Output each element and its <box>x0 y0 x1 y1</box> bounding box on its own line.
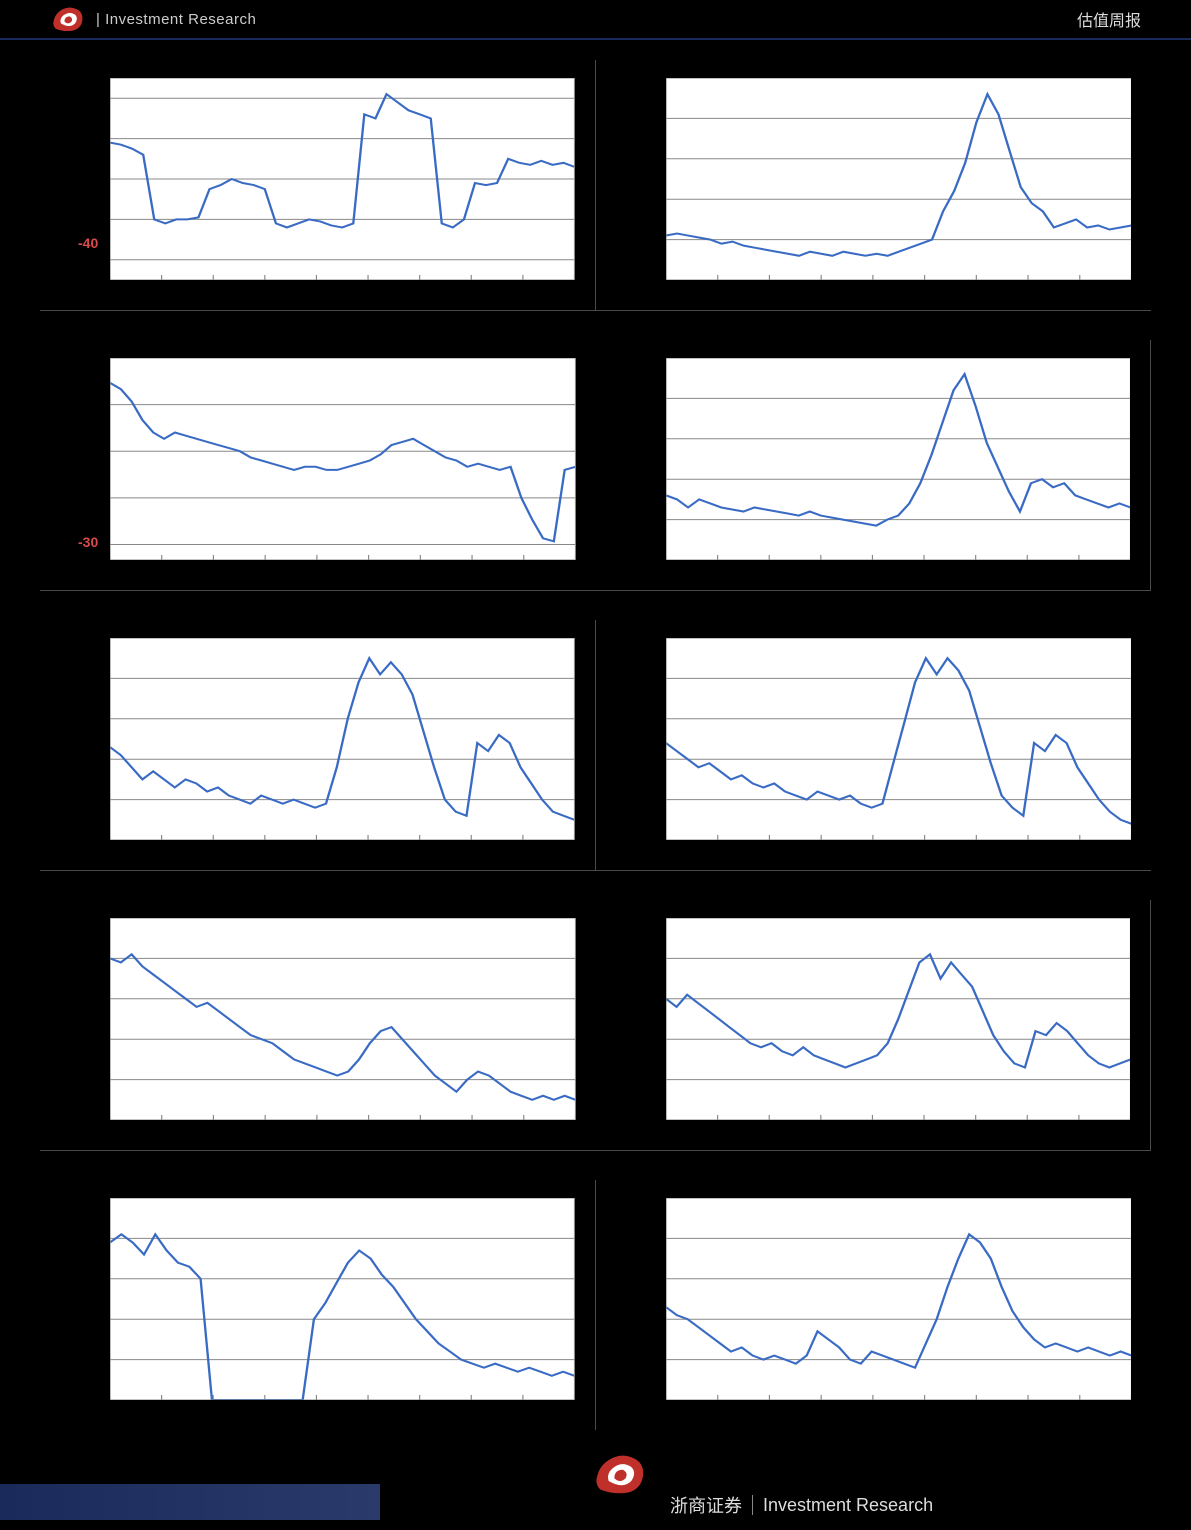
line-chart <box>666 78 1132 280</box>
chart-cell <box>40 620 596 870</box>
chart-box <box>666 78 1132 280</box>
chart-box <box>110 78 575 280</box>
line-chart <box>666 358 1131 560</box>
brand-logo-icon <box>50 4 86 34</box>
chart-grid: -40 -30 <box>0 40 1191 1450</box>
chart-box <box>110 1198 575 1400</box>
row-separator <box>40 1150 1151 1180</box>
line-chart <box>666 918 1131 1120</box>
y-axis-neg-label: -30 <box>78 534 98 550</box>
chart-box <box>666 358 1131 560</box>
chart-box <box>666 918 1131 1120</box>
chart-cell <box>596 60 1152 310</box>
line-chart <box>110 78 575 280</box>
chart-cell <box>596 1180 1152 1430</box>
line-chart <box>110 638 575 840</box>
line-chart <box>110 358 576 560</box>
chart-cell <box>596 620 1152 870</box>
chart-box <box>110 918 576 1120</box>
header-title: | Investment Research <box>96 11 256 28</box>
chart-cell: -30 <box>40 340 596 590</box>
line-chart <box>110 1198 575 1400</box>
footer-logo-icon <box>590 1450 650 1498</box>
footer-bar-accent <box>0 1484 380 1520</box>
chart-cell <box>40 900 596 1150</box>
page-footer: 浙商证券 Investment Research <box>0 1450 1191 1530</box>
chart-cell <box>596 340 1152 590</box>
line-chart <box>666 638 1132 840</box>
chart-cell <box>596 900 1152 1150</box>
chart-cell <box>40 1180 596 1430</box>
divider <box>752 1495 753 1515</box>
footer-text: 浙商证券 Investment Research <box>670 1492 933 1518</box>
chart-box <box>666 1198 1132 1400</box>
page-header: | Investment Research 估值周报 <box>0 0 1191 40</box>
header-left: | Investment Research <box>50 4 256 34</box>
footer-brand-en: Investment Research <box>763 1495 933 1516</box>
footer-brand-cn: 浙商证券 <box>670 1492 742 1518</box>
line-chart <box>666 1198 1132 1400</box>
y-axis-neg-label: -40 <box>78 235 98 251</box>
chart-box <box>666 638 1132 840</box>
chart-box <box>110 638 575 840</box>
chart-box <box>110 358 576 560</box>
row-separator <box>40 310 1151 340</box>
chart-cell: -40 <box>40 60 596 310</box>
row-separator <box>40 870 1151 900</box>
line-chart <box>110 918 576 1120</box>
row-separator <box>40 590 1151 620</box>
header-subtitle: 估值周报 <box>1077 7 1141 31</box>
